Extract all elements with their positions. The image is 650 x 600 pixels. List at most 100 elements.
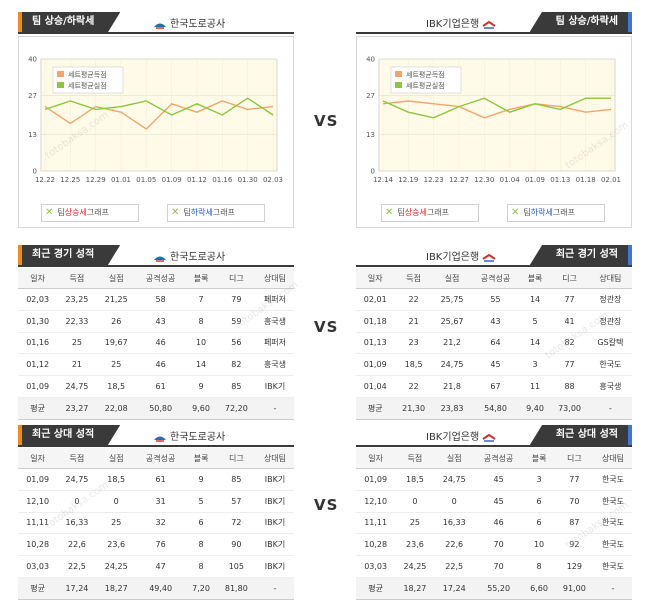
h2h-table-right: 일자 득점 실점 공격성공 블록 디그 상대팀 01,09 18,5 24,75 45 3 77 한국도 1… bbox=[356, 448, 632, 600]
table-cell: 흥국생 bbox=[588, 375, 632, 398]
table-cell: 8 bbox=[185, 310, 217, 333]
table-cell: 12,10 bbox=[18, 490, 58, 513]
down-graph-button[interactable]: ✕ 팀 하락세 그래프 bbox=[167, 204, 265, 222]
table-cell: 16,33 bbox=[434, 512, 474, 535]
table-cell: GS칼텍 bbox=[588, 332, 632, 355]
y-tick-label: 0 bbox=[33, 168, 37, 176]
table-cell: 23,25 bbox=[57, 288, 97, 311]
table-row: 10,28 22,6 23,6 76 8 90 IBK기 bbox=[18, 533, 294, 557]
y-tick-label: 27 bbox=[28, 92, 37, 100]
average-row: 평균 18,27 17,24 55,20 6,60 91,00- bbox=[356, 576, 632, 600]
table-cell: 01,09 bbox=[356, 353, 395, 377]
table-cell: 평균 bbox=[356, 576, 396, 600]
table-cell: 01,13 bbox=[356, 332, 395, 355]
table-row: 01,04 22 21,8 67 11 88 흥국생 bbox=[356, 375, 632, 398]
x-tick-label: 01.16 bbox=[212, 176, 233, 184]
recent-header-left: 최근 경기 성적 한국도로공사 bbox=[18, 245, 294, 267]
h2h-header-left: 최근 상대 성적 한국도로공사 bbox=[18, 425, 294, 447]
x-tick-label: 01.09 bbox=[162, 176, 182, 184]
table-cell: 9,40 bbox=[519, 396, 551, 420]
table-cell: 10 bbox=[185, 332, 217, 355]
table-cell: 21 bbox=[394, 310, 433, 333]
table-cell: 23 bbox=[394, 332, 433, 355]
left-team-label: 한국도로공사 bbox=[153, 428, 225, 443]
column-header: 실점 bbox=[96, 268, 136, 289]
right-team-label: IBK기업은행 bbox=[426, 15, 499, 30]
table-cell: - bbox=[255, 396, 294, 420]
table-cell: 24,75 bbox=[432, 353, 472, 377]
table-cell: 18,27 bbox=[96, 576, 136, 600]
table-cell: 0 bbox=[96, 490, 136, 513]
column-header: 득점 bbox=[57, 448, 97, 469]
table-cell: 7,20 bbox=[185, 576, 217, 600]
table-cell: 01,16 bbox=[18, 332, 58, 355]
column-header: 실점 bbox=[434, 448, 474, 469]
table-cell: 9,60 bbox=[185, 396, 217, 420]
up-graph-button[interactable]: ✕ 팀 상승세 그래프 bbox=[41, 204, 139, 222]
x-tick-label: 12.30 bbox=[474, 176, 494, 184]
table-cell: 79 bbox=[216, 288, 256, 311]
table-cell: 25 bbox=[57, 332, 97, 355]
table-cell: 22,5 bbox=[57, 555, 97, 578]
x-tick-label: 01.01 bbox=[111, 176, 131, 184]
column-header: 일자 bbox=[18, 448, 58, 469]
column-header: 일자 bbox=[18, 268, 58, 289]
table-row: 01,16 25 19,67 46 10 56 페퍼저 bbox=[18, 332, 294, 355]
check-icon: ✕ bbox=[45, 207, 54, 218]
table-cell: 14 bbox=[185, 353, 217, 377]
table-cell: 21,30 bbox=[394, 396, 433, 420]
legend-swatch bbox=[57, 82, 64, 88]
column-header: 블록 bbox=[185, 268, 217, 289]
table-cell: 26 bbox=[96, 310, 136, 333]
average-row: 평균 21,30 23,83 54,80 9,40 73,00- bbox=[356, 396, 632, 420]
table-cell: 01,09 bbox=[18, 375, 58, 398]
table-cell: 87 bbox=[554, 512, 594, 535]
check-icon: ✕ bbox=[385, 207, 394, 218]
column-header: 상대팀 bbox=[255, 448, 294, 469]
table-cell: - bbox=[255, 576, 294, 600]
table-cell: 46 bbox=[135, 332, 186, 355]
table-cell: 67 bbox=[471, 375, 520, 398]
table-cell: 56 bbox=[216, 332, 256, 355]
table-cell: 3 bbox=[519, 353, 551, 377]
table-cell: 21,8 bbox=[432, 375, 472, 398]
table-row: 01,09 18,5 24,75 45 3 77 한국도 bbox=[356, 468, 632, 491]
trend-header-right: IBK기업은행 팀 상승/하락세 bbox=[356, 12, 632, 34]
table-row: 11,11 16,33 25 32 6 72 IBK기 bbox=[18, 512, 294, 535]
header-rule bbox=[18, 32, 294, 34]
table-cell: 19,67 bbox=[96, 332, 136, 355]
table-cell: 22 bbox=[394, 288, 433, 311]
legend-label: 세트평균실점 bbox=[68, 81, 107, 90]
down-graph-button[interactable]: ✕ 팀 하락세 그래프 bbox=[507, 204, 605, 222]
table-cell: 47 bbox=[135, 555, 186, 578]
team-logo-icon bbox=[153, 252, 167, 262]
table-cell: 82 bbox=[550, 332, 589, 355]
x-tick-label: 01.04 bbox=[500, 176, 521, 184]
x-tick-label: 01.30 bbox=[238, 176, 258, 184]
table-cell: 64 bbox=[471, 332, 520, 355]
table-cell: IBK기 bbox=[255, 468, 294, 491]
up-graph-button[interactable]: ✕ 팀 상승세 그래프 bbox=[381, 204, 479, 222]
table-cell: 31 bbox=[135, 490, 186, 513]
table-cell: 10 bbox=[523, 533, 555, 557]
x-tick-label: 12.25 bbox=[60, 176, 80, 184]
table-cell: 72 bbox=[216, 512, 256, 535]
table-cell: 18,5 bbox=[96, 375, 136, 398]
h2h-tab-right: 최근 상대 성적 bbox=[529, 425, 632, 445]
table-row: 12,10 0 0 31 5 57 IBK기 bbox=[18, 490, 294, 513]
table-cell: 22,5 bbox=[434, 555, 474, 578]
table-cell: 9 bbox=[185, 375, 217, 398]
table-row: 02,01 22 25,75 55 14 77 정관장 bbox=[356, 288, 632, 311]
table-cell: 정관장 bbox=[588, 310, 632, 333]
table-cell: 11,11 bbox=[18, 512, 58, 535]
table-row: 10,28 23,6 22,6 70 10 92 한국도 bbox=[356, 533, 632, 557]
table-cell: 03,03 bbox=[18, 555, 58, 578]
x-tick-label: 02.01 bbox=[601, 176, 621, 184]
table-cell: 45 bbox=[473, 490, 524, 513]
column-header: 디그 bbox=[216, 448, 256, 469]
table-cell: 평균 bbox=[18, 396, 58, 420]
table-cell: - bbox=[588, 396, 632, 420]
x-tick-label: 01.09 bbox=[525, 176, 545, 184]
table-cell: 85 bbox=[216, 375, 256, 398]
table-cell: 22,6 bbox=[434, 533, 474, 557]
